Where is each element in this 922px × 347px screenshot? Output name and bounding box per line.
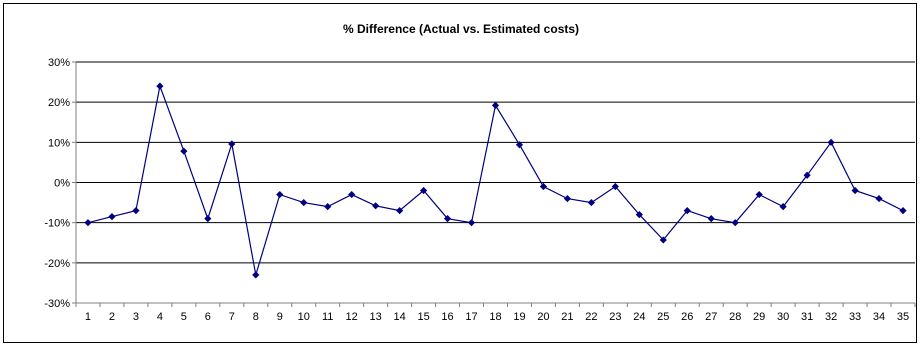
data-point-marker <box>899 207 907 215</box>
x-tick-label: 3 <box>133 311 139 323</box>
chart-title: % Difference (Actual vs. Estimated costs… <box>342 22 580 36</box>
x-tick-label: 9 <box>277 311 283 323</box>
data-point-marker <box>132 207 140 215</box>
data-point-marker <box>467 219 476 227</box>
y-tick-label: 30% <box>48 57 70 69</box>
data-point-marker <box>419 186 428 195</box>
x-tick-label: 12 <box>346 311 358 323</box>
data-point-marker <box>204 215 212 223</box>
data-point-marker <box>731 219 739 227</box>
data-point-marker <box>156 82 164 90</box>
x-tick-label: 20 <box>537 311 549 323</box>
x-tick-label: 21 <box>561 311 573 323</box>
x-tick-label: 15 <box>417 311 429 323</box>
x-tick-label: 11 <box>322 311 333 323</box>
x-tick-label: 28 <box>729 311 741 323</box>
x-tick-label: 32 <box>825 311 837 323</box>
data-point-marker <box>755 190 763 199</box>
y-tick-label: -10% <box>44 218 70 230</box>
data-point-marker <box>539 182 548 191</box>
x-tick-label: 4 <box>157 311 163 323</box>
series-line <box>87 83 904 276</box>
data-point-marker <box>252 271 260 279</box>
x-tick-label: 24 <box>633 311 645 323</box>
x-tick-label: 5 <box>181 311 187 323</box>
x-tick-label: 10 <box>298 311 310 323</box>
x-tick-label: 33 <box>849 311 861 323</box>
data-point-marker <box>683 207 691 215</box>
data-point-marker <box>348 190 356 199</box>
data-point-marker <box>108 213 116 221</box>
x-tick-label: 30 <box>777 311 789 323</box>
y-tick-label: 10% <box>48 137 70 149</box>
y-tick-label: -30% <box>44 298 70 310</box>
data-point-marker <box>851 186 859 195</box>
x-tick-label: 6 <box>205 311 211 323</box>
data-point-marker <box>707 215 715 223</box>
x-tick-label: 14 <box>393 311 405 323</box>
data-point-marker <box>276 190 284 199</box>
data-point-marker <box>300 198 308 207</box>
data-point-marker <box>827 138 835 146</box>
x-tick-label: 29 <box>753 311 765 323</box>
data-point-marker <box>84 219 92 227</box>
data-point-marker <box>491 101 500 109</box>
x-tick-label: 22 <box>585 311 597 323</box>
x-tick-label: 19 <box>513 311 525 323</box>
y-tick-label: 0% <box>54 178 70 190</box>
x-tick-label: 35 <box>897 311 909 323</box>
x-tick-label: 18 <box>489 311 501 323</box>
data-point-marker <box>180 147 188 155</box>
data-point-marker <box>228 140 236 148</box>
data-point-marker <box>659 236 667 244</box>
data-point-marker <box>875 194 883 203</box>
data-point-marker <box>611 182 619 191</box>
x-tick-label: 1 <box>85 311 91 323</box>
data-point-marker <box>635 211 643 219</box>
data-point-marker <box>563 194 572 203</box>
data-point-marker <box>372 202 380 210</box>
x-tick-label: 31 <box>801 311 813 323</box>
data-point-marker <box>779 203 787 211</box>
data-point-marker <box>324 203 332 211</box>
data-point-marker <box>587 198 595 207</box>
x-tick-label: 8 <box>253 311 259 323</box>
x-tick-label: 16 <box>441 311 453 323</box>
y-tick-label: 20% <box>48 97 70 109</box>
x-tick-label: 2 <box>109 311 115 323</box>
x-tick-label: 26 <box>681 311 693 323</box>
data-point-marker <box>803 171 811 179</box>
x-tick-label: 34 <box>873 311 885 323</box>
x-tick-label: 13 <box>370 311 382 323</box>
x-tick-label: 7 <box>229 311 235 323</box>
data-point-marker <box>396 207 404 215</box>
x-tick-label: 17 <box>465 311 477 323</box>
x-tick-label: 27 <box>705 311 717 323</box>
chart-frame: % Difference (Actual vs. Estimated costs… <box>3 3 917 343</box>
x-tick-label: 25 <box>657 311 669 323</box>
y-tick-label: -20% <box>44 258 70 270</box>
data-point-marker <box>515 141 524 149</box>
x-tick-label: 23 <box>609 311 621 323</box>
data-point-marker <box>443 215 452 223</box>
chart-plot: -30%-20%-10%0%10%20%30%1 2 3 4 5 6 7 8 9 10 11 12 13… <box>44 57 916 323</box>
